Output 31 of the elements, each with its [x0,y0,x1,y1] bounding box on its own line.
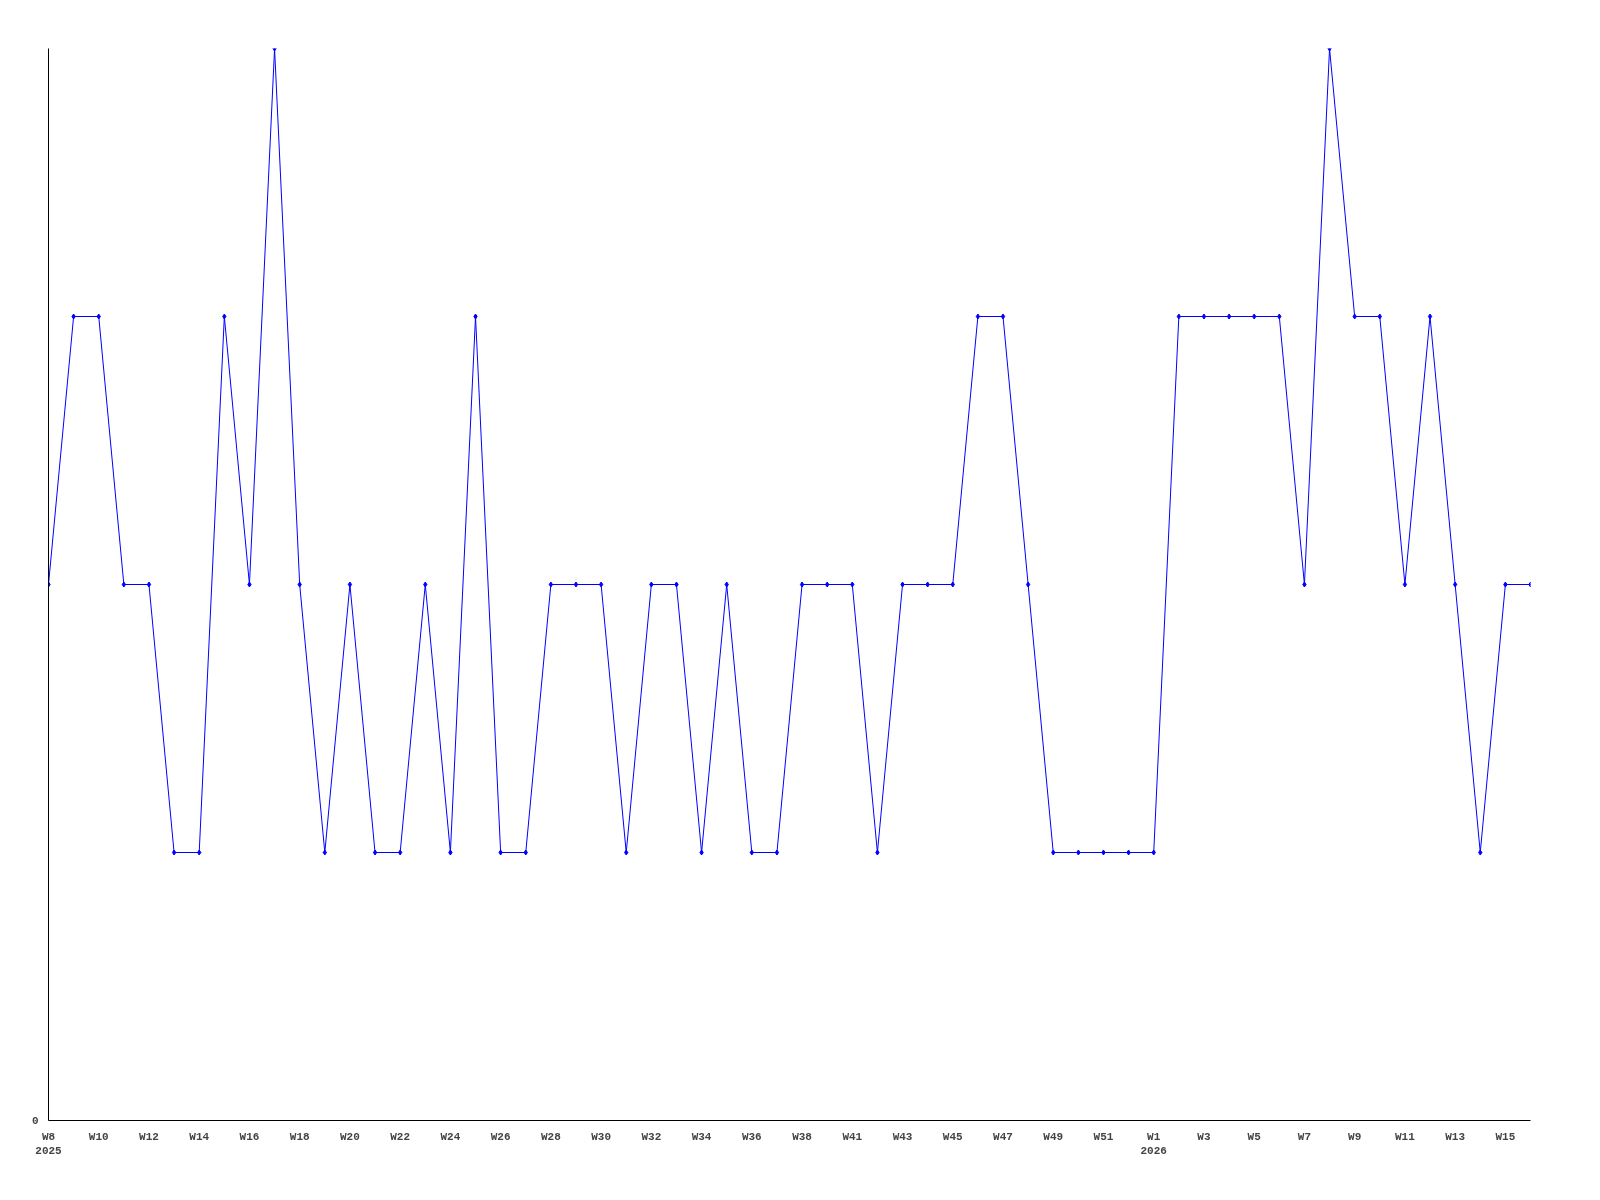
x-tick-label: W20 [340,1130,360,1143]
x-tick-label: W32 [641,1130,662,1143]
x-tick-label: W45 [942,1130,964,1143]
x-tick-label: W36 [741,1130,762,1143]
x-tick-label: W22 [390,1130,411,1143]
x-tick-label: W18 [289,1130,310,1143]
x-tick-label: W9 [1348,1130,1362,1143]
x-tick-label: W3 [1197,1130,1211,1143]
x-tick-label: W28 [540,1130,562,1143]
x-tick-label: W14 [189,1130,210,1143]
text: 0 [31,1115,39,1127]
x-tick-label: W7 [1297,1130,1312,1143]
x-tick-label: W34 [691,1130,712,1143]
x-tick-label: W38 [792,1130,813,1143]
x-tick-label: W8 2025 [35,1130,63,1157]
x-tick-label: W12 [139,1130,159,1143]
x-tick-label: W41 [842,1130,863,1143]
x-tick-label: W11 [1395,1130,1416,1143]
x-tick-label: W30 [591,1130,612,1143]
x-tick-label: W43 [892,1130,913,1143]
x-tick-label: W16 [239,1130,260,1143]
x-tick-label: W5 [1247,1130,1262,1143]
x-tick-label: W10 [88,1130,109,1143]
x-tick-label: W13 [1445,1130,1466,1143]
x-tick-label: W49 [1043,1130,1064,1143]
x-tick-label: W51 [1093,1130,1114,1143]
x-tick-label: W47 [993,1130,1013,1143]
x-tick-label: W24 [440,1130,461,1143]
x-tick-label: W15 [1495,1130,1516,1143]
x-tick-label: W1 2026 [1140,1130,1167,1157]
x-tick-label: W26 [490,1130,511,1143]
